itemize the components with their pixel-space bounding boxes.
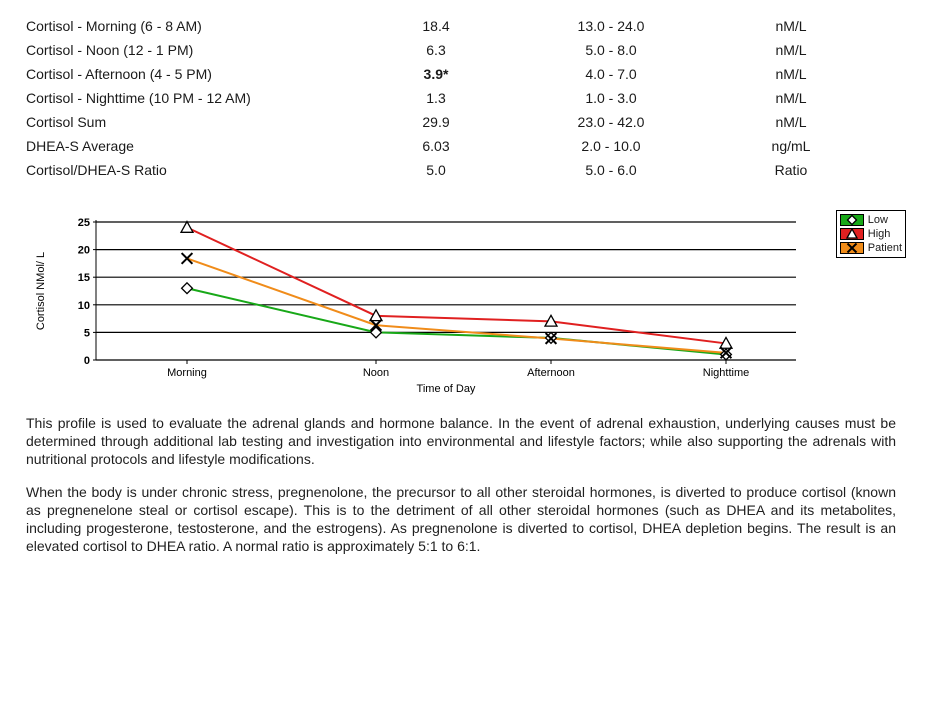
- explanatory-text: This profile is used to evaluate the adr…: [26, 414, 896, 555]
- cell-name: Cortisol - Nighttime (10 PM - 12 AM): [26, 90, 366, 106]
- legend-swatch: [840, 242, 864, 254]
- cell-unit: nM/L: [716, 18, 866, 34]
- legend-label: High: [868, 228, 891, 240]
- cell-unit: nM/L: [716, 66, 866, 82]
- svg-text:Afternoon: Afternoon: [527, 367, 575, 379]
- cell-unit: Ratio: [716, 162, 866, 178]
- legend-item-high: High: [840, 227, 902, 241]
- table-row: Cortisol/DHEA-S Ratio5.05.0 - 6.0Ratio: [26, 162, 886, 186]
- cell-ref: 2.0 - 10.0: [506, 138, 716, 154]
- legend-label: Patient: [868, 242, 902, 254]
- table-row: Cortisol Sum29.923.0 - 42.0nM/L: [26, 114, 886, 138]
- table-row: DHEA-S Average6.032.0 - 10.0ng/mL: [26, 138, 886, 162]
- svg-text:0: 0: [84, 355, 90, 367]
- table-row: Cortisol - Afternoon (4 - 5 PM)3.9*4.0 -…: [26, 66, 886, 90]
- cell-name: DHEA-S Average: [26, 138, 366, 154]
- cell-ref: 5.0 - 8.0: [506, 42, 716, 58]
- paragraph: When the body is under chronic stress, p…: [26, 483, 896, 556]
- cell-unit: ng/mL: [716, 138, 866, 154]
- cell-name: Cortisol - Morning (6 - 8 AM): [26, 18, 366, 34]
- svg-text:Cortisol NMol/ L: Cortisol NMol/ L: [35, 252, 47, 330]
- cell-ref: 13.0 - 24.0: [506, 18, 716, 34]
- cortisol-chart: 0 5 10 15 20 25 Morning Noon Afternoon Nighttime T…: [26, 210, 906, 400]
- cell-unit: nM/L: [716, 90, 866, 106]
- table-row: Cortisol - Noon (12 - 1 PM)6.35.0 - 8.0n…: [26, 42, 886, 66]
- svg-text:Morning: Morning: [167, 367, 207, 379]
- cell-ref: 4.0 - 7.0: [506, 66, 716, 82]
- svg-text:5: 5: [84, 327, 90, 339]
- cell-name: Cortisol/DHEA-S Ratio: [26, 162, 366, 178]
- cell-value: 6.03: [366, 138, 506, 154]
- cell-value: 18.4: [366, 18, 506, 34]
- cell-value: 5.0: [366, 162, 506, 178]
- legend-item-patient: Patient: [840, 241, 902, 255]
- table-row: Cortisol - Morning (6 - 8 AM)18.413.0 - …: [26, 18, 886, 42]
- svg-text:20: 20: [78, 245, 90, 257]
- svg-text:Time of Day: Time of Day: [417, 383, 476, 395]
- paragraph: This profile is used to evaluate the adr…: [26, 414, 896, 469]
- legend-label: Low: [868, 214, 888, 226]
- legend-swatch: [840, 228, 864, 240]
- svg-text:Nighttime: Nighttime: [703, 367, 749, 379]
- cell-value: 1.3: [366, 90, 506, 106]
- table-row: Cortisol - Nighttime (10 PM - 12 AM)1.31…: [26, 90, 886, 114]
- cell-ref: 23.0 - 42.0: [506, 114, 716, 130]
- cell-unit: nM/L: [716, 114, 866, 130]
- legend-swatch: [840, 214, 864, 226]
- svg-text:25: 25: [78, 217, 90, 229]
- cell-unit: nM/L: [716, 42, 866, 58]
- svg-text:10: 10: [78, 300, 90, 312]
- cell-value: 29.9: [366, 114, 506, 130]
- cell-ref: 1.0 - 3.0: [506, 90, 716, 106]
- cell-name: Cortisol Sum: [26, 114, 366, 130]
- cell-value: 6.3: [366, 42, 506, 58]
- svg-text:15: 15: [78, 272, 90, 284]
- cell-name: Cortisol - Afternoon (4 - 5 PM): [26, 66, 366, 82]
- legend-item-low: Low: [840, 213, 902, 227]
- cell-name: Cortisol - Noon (12 - 1 PM): [26, 42, 366, 58]
- cell-value: 3.9*: [366, 66, 506, 82]
- results-table: Cortisol - Morning (6 - 8 AM)18.413.0 - …: [26, 18, 886, 186]
- chart-canvas: 0 5 10 15 20 25 Morning Noon Afternoon Nighttime T…: [26, 210, 816, 400]
- svg-text:Noon: Noon: [363, 367, 389, 379]
- cell-ref: 5.0 - 6.0: [506, 162, 716, 178]
- chart-legend: Low High Patient: [836, 210, 906, 258]
